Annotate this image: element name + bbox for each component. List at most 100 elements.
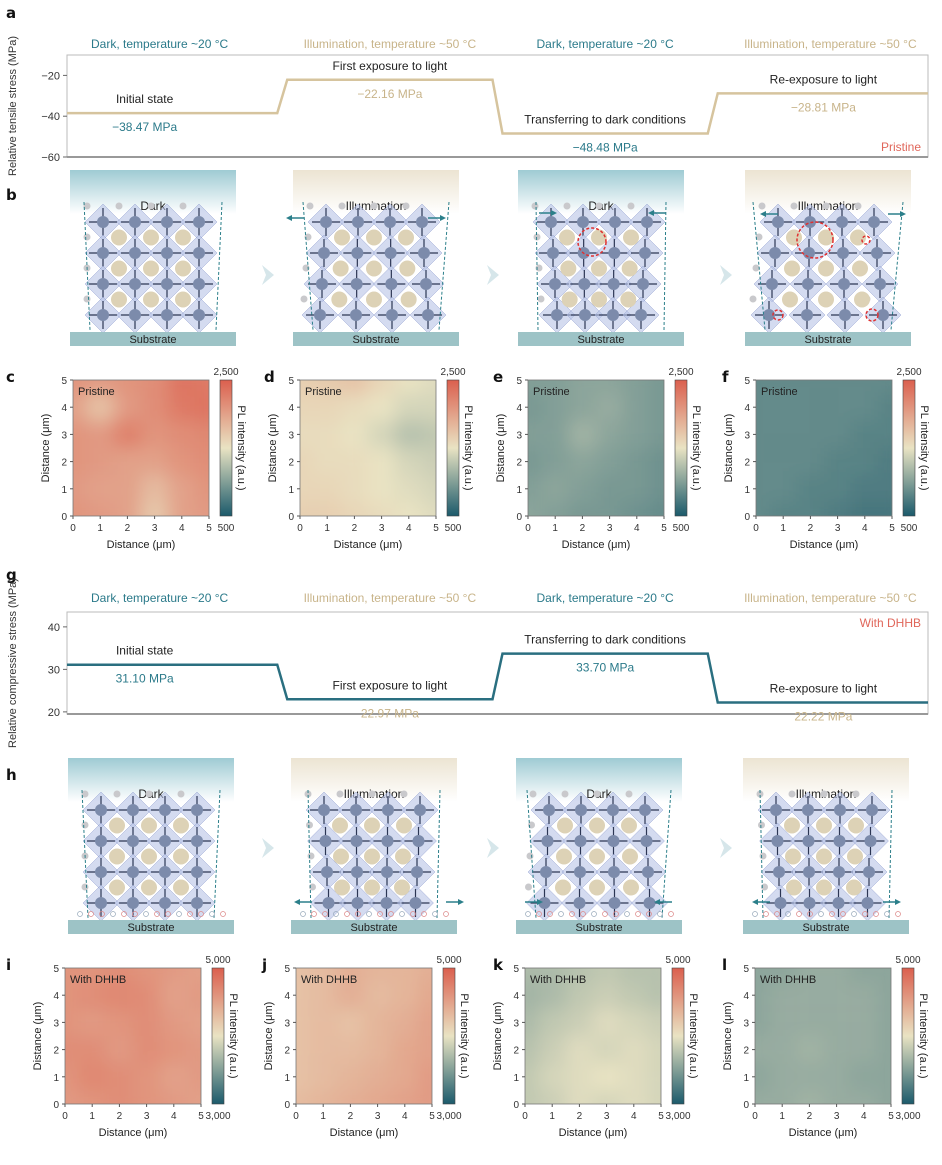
colorbar-label: PL intensity (a.u.) [458,993,470,1078]
heatmap-cell [541,475,569,503]
heatmap-cell [755,981,769,1009]
colorbar-max-label: 2,500 [440,367,465,378]
heatmap-cell [313,380,341,394]
a-site-cation [141,879,157,896]
colorbar-label: PL intensity (a.u.) [462,405,474,490]
heatmap-cell [86,448,114,476]
metal-ion [422,309,434,321]
heatmap-cell [568,380,596,394]
phase-header: Dark, temperature ~20 °C [537,591,675,605]
metal-ion [416,216,428,228]
heatmap-cell [160,968,188,982]
phase-header: Illumination, temperature ~50 °C [304,37,477,51]
heatmap-cell [340,393,368,421]
metal-ion [538,897,551,909]
sample-tag: With DHHB [760,974,816,986]
heatmap-cell [195,502,209,516]
heatmap-cell [187,1036,201,1064]
step-label: Re-exposure to light [770,72,878,86]
metal-ion [411,866,423,878]
a-site-cation [396,817,412,834]
metal-ion [318,804,330,816]
heatmap-cell [86,420,114,448]
colorbar [674,379,688,517]
metal-ion [607,835,620,847]
dhhb-molecule [525,911,531,917]
a-site-cation [589,817,605,834]
heatmap-cell [878,502,892,516]
dhhb-molecule [344,911,350,917]
halide-ion [338,202,346,210]
x-tick-label: 0 [752,1111,758,1122]
dhhb-molecule [176,911,182,917]
heatmap-cell [851,475,879,503]
metal-ion [578,278,591,290]
a-site-cation [331,291,348,308]
y-tick-label: 0 [516,512,522,523]
heatmap-blurred [296,968,432,1104]
heatmap-cell [65,1063,79,1091]
heatmap-blurred [756,380,892,516]
heatmap-cell [565,1063,593,1091]
y-tick-label: 3 [513,1018,519,1029]
a-site-cation [175,229,191,246]
y-tick-label: 1 [513,1073,519,1084]
y-tick-label: 20 [48,707,60,719]
heatmap-cell [65,981,79,1009]
pl-map-d: 00 1 1 2 2 3 3 4 4 5 5 Distance (μm) Distance (μm) Pr… [267,367,474,551]
metal-ion [352,216,364,228]
heatmap-cell [141,420,169,448]
y-tick-label: 1 [288,485,294,496]
halide-ion [81,790,89,798]
x-tick-label: 3 [375,1111,381,1122]
plot-frame [755,379,893,517]
metal-ion [159,866,171,878]
metal-ion [191,804,203,816]
heatmap-cell [300,475,314,503]
metal-ion [97,247,109,259]
halide-ion [529,790,537,798]
defect-vacancy-marker [577,227,607,257]
a-site-cation [818,260,834,277]
y-tick-label: 2 [744,458,750,469]
heatmap-cell [647,1090,661,1104]
plot-frame [66,611,929,715]
heatmap-cell [368,380,396,394]
plot-frame [527,379,665,517]
heatmap-cell [65,1008,79,1036]
dhhb-molecule [410,911,416,917]
arrow-head [648,210,654,216]
y-tick-label: 1 [516,485,522,496]
heatmap-cell [418,1008,432,1036]
boundary-line [436,789,441,919]
y-tick-label: 5 [744,376,750,387]
x-tick-label: 4 [402,1111,408,1122]
heatmap-cell [300,420,314,448]
heatmap-cell [133,981,161,1009]
next-step-arrow-icon [262,265,274,285]
dhhb-molecule [635,911,641,917]
halide-ion [749,295,757,303]
sample-tag: With DHHB [530,974,586,986]
heatmap-cell [73,393,87,421]
heatmap-cell [391,1036,419,1064]
a-site-cation [621,260,638,277]
heatmap-cell [850,1036,878,1064]
metal-ion [832,897,845,909]
metal-ion [549,278,561,290]
x-tick-label: 0 [522,1111,528,1122]
metal-ion [871,247,883,259]
metal-ion [350,278,363,290]
heatmap-cell [422,420,436,448]
dhhb-molecule [88,911,94,917]
dhhb-molecule [668,911,674,917]
dhhb-molecule [121,911,127,917]
dhhb-molecule [580,911,586,917]
heatmap-cell [824,448,852,476]
heatmap-cell [141,380,169,394]
colorbar-label: PL intensity (a.u.) [690,405,702,490]
halide-ion [400,790,408,798]
boundary-line [213,789,221,919]
a-site-cation [591,229,607,246]
